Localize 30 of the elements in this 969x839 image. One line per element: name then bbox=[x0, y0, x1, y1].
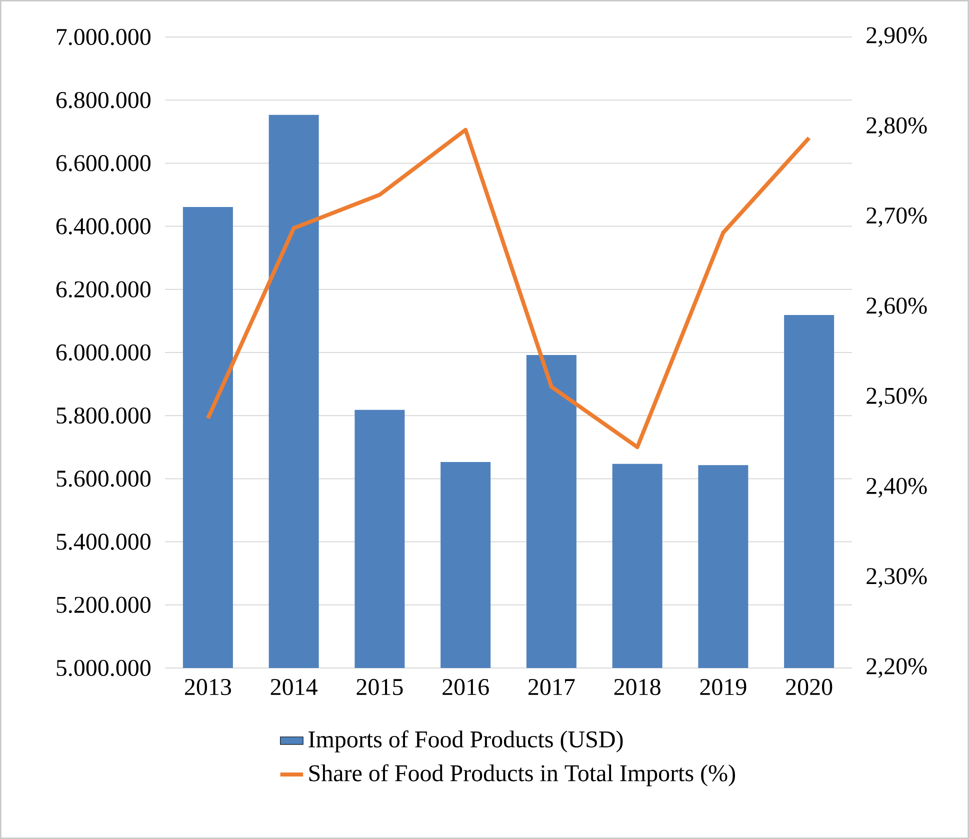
legend-label: Share of Food Products in Total Imports (%) bbox=[309, 764, 735, 786]
y-tick-label: 5.400.000 bbox=[56, 534, 150, 550]
y-tick-label: 6.000.000 bbox=[56, 344, 150, 361]
y-tick-label: 5.800.000 bbox=[56, 407, 150, 424]
x-tick-label: 2016 bbox=[442, 678, 489, 696]
x-tick-label: 2018 bbox=[614, 678, 660, 696]
y2-tick-label: 2,30% bbox=[866, 568, 927, 588]
x-tick-label: 2015 bbox=[356, 678, 403, 696]
y2-tick-label: 2,90% bbox=[866, 27, 927, 47]
y-tick-label: 6.600.000 bbox=[56, 155, 150, 172]
x-tick-label: 2013 bbox=[184, 678, 232, 696]
legend-label: Imports of Food Products (USD) bbox=[308, 730, 623, 752]
x-tick-label: 2014 bbox=[270, 678, 318, 696]
y2-tick-label: 2,50% bbox=[866, 388, 927, 408]
y-tick-label: 7.000.000 bbox=[56, 28, 150, 46]
y-tick-label: 5.200.000 bbox=[56, 596, 150, 614]
line-series bbox=[206, 128, 812, 450]
y-tick-label: 6.800.000 bbox=[56, 92, 150, 108]
y-tick-label: 6.200.000 bbox=[56, 281, 150, 298]
y-tick-label: 6.400.000 bbox=[56, 218, 150, 234]
y2-tick-label: 2,20% bbox=[866, 658, 927, 678]
y2-tick-label: 2,40% bbox=[866, 478, 927, 498]
x-tick-label: 2020 bbox=[786, 678, 832, 696]
y-tick-label: 5.600.000 bbox=[56, 470, 150, 487]
y2-tick-label: 2,60% bbox=[866, 298, 927, 318]
y2-tick-label: 2,70% bbox=[866, 207, 927, 228]
y2-tick-label: 2,80% bbox=[866, 117, 927, 137]
y-tick-label: 5.000.000 bbox=[56, 660, 150, 676]
x-tick-label: 2019 bbox=[700, 678, 746, 696]
x-tick-label: 2017 bbox=[528, 678, 575, 696]
